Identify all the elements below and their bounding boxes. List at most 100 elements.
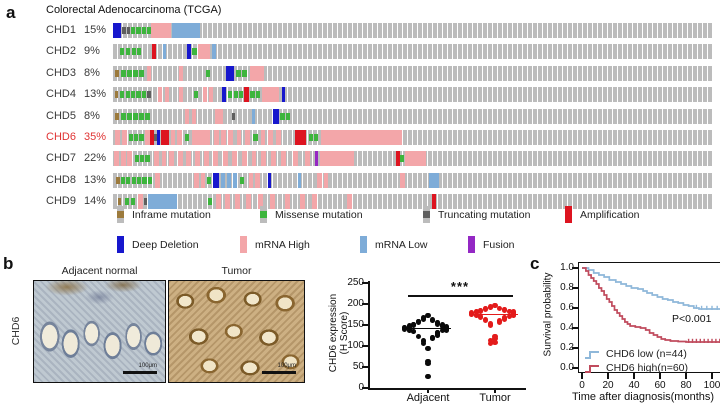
- oncoprint-segment: [285, 112, 290, 120]
- km-high-step-icon: [585, 365, 599, 373]
- oncoprint-segment: [122, 130, 127, 145]
- oncoprint-segment: [128, 134, 133, 141]
- ihc-row-label: CHD6: [10, 316, 22, 346]
- oncoprint-segment: [231, 112, 236, 120]
- oncoprint-segment: [314, 134, 319, 141]
- oncoprint-gene-CHD2: CHD2: [46, 45, 76, 58]
- oncoprint-segment: [250, 65, 264, 81]
- oncoprint-segment: [139, 134, 144, 141]
- scatter-point: [425, 373, 431, 379]
- oncoprint-segment: [179, 65, 184, 81]
- km-x-tick: [711, 373, 713, 379]
- oncoprint-segment: [165, 130, 169, 145]
- km-y-tick: [572, 287, 578, 289]
- oncoprint-segment: [260, 130, 266, 145]
- oncoprint-segment: [172, 23, 200, 38]
- oncoprint-segment: [162, 44, 167, 60]
- oncoprint-segment: [270, 151, 276, 167]
- legend-swatch-TR: [423, 206, 430, 223]
- km-legend-low: CHD6 low (n=44): [584, 348, 687, 360]
- oncoprint-segment: [131, 91, 136, 99]
- oncoprint-segment: [194, 91, 199, 99]
- oncoprint-gene-CHD5: CHD5: [46, 109, 76, 122]
- scatter-point: [506, 308, 512, 315]
- oncoprint-segment: [317, 172, 322, 188]
- oncoprint-segment: [140, 155, 145, 163]
- legend-item-DEL: Deep Deletion: [117, 236, 199, 253]
- oncoprint-segment: [161, 151, 167, 167]
- oncoprint-segment: [127, 112, 132, 120]
- oncoprint-segment: [155, 172, 160, 188]
- legend-item-ML: mRNA Low: [360, 236, 428, 253]
- oncoprint-segment: [245, 130, 250, 145]
- oncoprint-segment: [147, 65, 152, 81]
- scatter-point: [506, 313, 512, 319]
- scatter-y-tick: [362, 345, 368, 347]
- oncoprint-segment: [145, 155, 150, 163]
- legend-label-ML: mRNA Low: [375, 238, 428, 251]
- panel-c-label: c: [530, 254, 540, 273]
- scatter-point: [487, 341, 493, 347]
- scatter-point: [478, 314, 484, 320]
- km-y-ticklabel: 0.0: [560, 362, 574, 373]
- legend-item-TR: Truncating mutation: [423, 206, 530, 223]
- oncoprint-pct-CHD3: 8%: [84, 66, 100, 79]
- legend-label-FU: Fusion: [483, 238, 515, 251]
- km-curve-1: [582, 267, 720, 343]
- oncoprint-segment: [153, 134, 158, 141]
- legend-swatch-DEL: [117, 236, 124, 253]
- oncoprint-segment: [204, 151, 209, 167]
- ihc-title-tumor: Tumor: [221, 265, 252, 277]
- legend-swatch-MS: [260, 206, 267, 223]
- km-curves: [582, 267, 720, 343]
- oncoprint-segment: [121, 69, 126, 77]
- scatter-point: [416, 319, 422, 325]
- km-legend-low-label: CHD6 low (n=44): [606, 348, 687, 360]
- oncoprint-segment: [138, 194, 143, 210]
- significance-bracket: [408, 295, 513, 297]
- oncoprint-segment: [137, 176, 142, 184]
- oncoprint-pct-CHD2: 9%: [84, 45, 100, 58]
- scatter-point: [420, 340, 426, 347]
- scatter-y-ticklabel: 250: [347, 277, 364, 288]
- oncoprint-segment: [137, 48, 142, 56]
- oncoprint-segment: [258, 194, 263, 210]
- scatter-point: [483, 317, 489, 323]
- oncoprint-segment: [272, 108, 279, 124]
- km-legend-high: CHD6 high(n=60): [584, 362, 688, 374]
- legend-label-MH: mRNA High: [255, 238, 310, 251]
- scatter-point: [473, 313, 479, 319]
- scatter-point: [444, 327, 450, 333]
- oncoprint-segment: [221, 130, 226, 145]
- oncoprint-segment: [195, 151, 200, 167]
- scatter-y-tick: [362, 366, 368, 368]
- oncoprint-segment: [216, 194, 221, 210]
- scatter-y-ticklabel: 150: [347, 319, 364, 330]
- km-y-tick: [572, 307, 578, 309]
- scatter-point: [487, 322, 493, 328]
- legend-item-MH: mRNA High: [240, 236, 310, 253]
- oncoprint-segment: [232, 151, 238, 167]
- km-y-ticklabel: 0.4: [560, 322, 574, 333]
- km-y-ticklabel: 1.0: [560, 262, 574, 273]
- oncoprint-segment: [161, 130, 165, 145]
- oncoprint-gene-CHD6: CHD6: [46, 131, 76, 143]
- scatter-point: [468, 311, 475, 318]
- scatter-point: [497, 305, 503, 311]
- oncoprint-track-CHD2: [113, 44, 713, 60]
- scatter-y-ticklabel: 200: [347, 298, 364, 309]
- km-low-step-icon: [585, 351, 599, 359]
- km-y-tick: [572, 327, 578, 329]
- scatter-point: [430, 336, 436, 342]
- oncoprint-segment: [139, 69, 144, 77]
- oncoprint-segment: [242, 69, 247, 77]
- oncoprint-segment: [281, 151, 286, 167]
- scatter-y-tick: [362, 303, 368, 305]
- km-xlabel: Time after diagnosis(months): [572, 391, 715, 403]
- km-y-tick: [572, 267, 578, 269]
- oncoprint-segment: [126, 48, 131, 56]
- oncoprint-segment: [133, 112, 138, 120]
- scatter-point: [473, 309, 479, 315]
- oncoprint-segment: [131, 27, 136, 34]
- oncoprint-segment: [262, 87, 279, 103]
